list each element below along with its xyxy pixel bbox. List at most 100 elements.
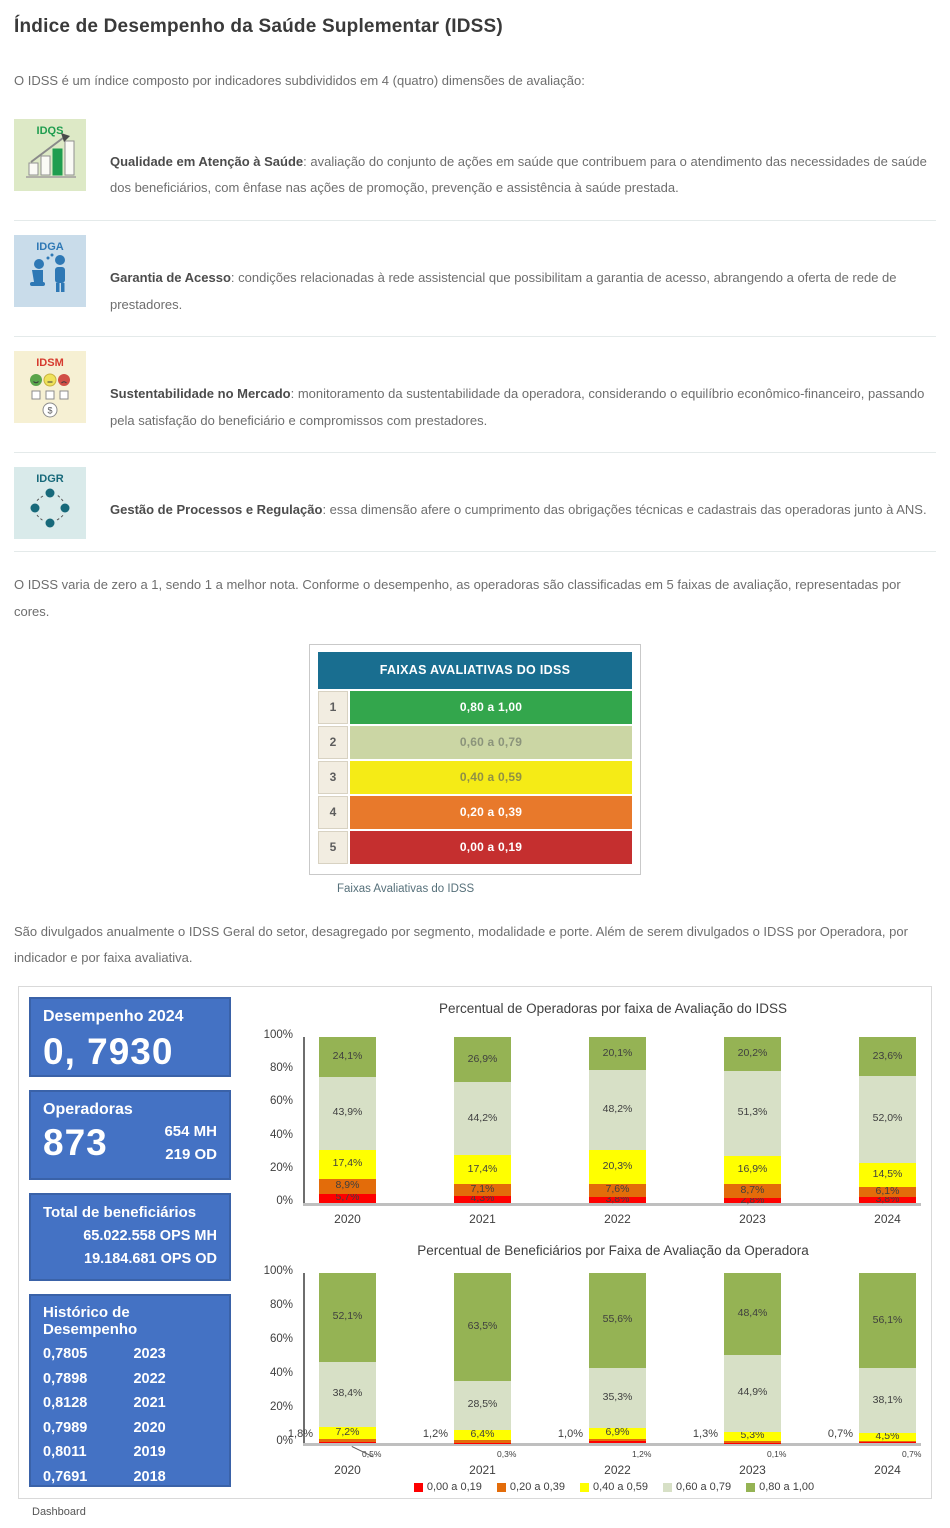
bar-segment-label: 26,9% bbox=[454, 1053, 511, 1065]
bar-segment-label: 24,1% bbox=[319, 1050, 376, 1062]
bar-segment-label: 17,4% bbox=[319, 1157, 376, 1169]
dimension-term: Gestão de Processos e Regulação bbox=[110, 502, 322, 517]
card-beneficiarios: Total de beneficiários 65.022.558 OPS MH… bbox=[29, 1193, 231, 1281]
dimension-description: Garantia de Acesso: condições relacionad… bbox=[110, 265, 930, 318]
bar-segment bbox=[454, 1443, 511, 1444]
legend-item: 0,80 a 1,00 bbox=[746, 1481, 814, 1493]
dimension-description: Gestão de Processos e Regulação: essa di… bbox=[110, 497, 927, 524]
bar-segment-label: 1,2% bbox=[402, 1428, 448, 1440]
legend-swatch bbox=[580, 1483, 589, 1492]
table-row: 3 0,40 a 0,59 bbox=[318, 761, 632, 794]
idqs-bar-chart-growth-icon: IDQS bbox=[14, 119, 86, 191]
dimension-idgr: IDGR Gestão de Processos e Reg bbox=[14, 453, 936, 552]
faixa-range: 0,80 a 1,00 bbox=[350, 691, 632, 724]
bar-segment-label: 28,5% bbox=[454, 1398, 511, 1410]
bar-segment-label: 55,6% bbox=[589, 1313, 646, 1325]
faixa-range: 0,60 a 0,79 bbox=[350, 726, 632, 759]
bar-segment-label: 52,0% bbox=[859, 1112, 916, 1124]
legend-label: 0,80 a 1,00 bbox=[759, 1481, 814, 1493]
bar-segment bbox=[454, 1440, 511, 1442]
bar-segment-label: 8,7% bbox=[724, 1184, 781, 1196]
legend-swatch bbox=[746, 1483, 755, 1492]
legend-swatch bbox=[663, 1483, 672, 1492]
chart-beneficiarios-por-faixa: Percentual de Beneficiários por Faixa de… bbox=[241, 1243, 925, 1497]
legend-swatch bbox=[414, 1483, 423, 1492]
beneficiarios-mh: 65.022.558 OPS MH bbox=[43, 1228, 217, 1244]
faixa-range: 0,40 a 0,59 bbox=[350, 761, 632, 794]
card-title: Desempenho 2024 bbox=[43, 1008, 217, 1026]
legend-label: 0,60 a 0,79 bbox=[676, 1481, 731, 1493]
callout-label: 0,3% bbox=[497, 1449, 516, 1459]
card-title: Total de beneficiários bbox=[43, 1204, 217, 1221]
card-desempenho: Desempenho 2024 0, 7930 bbox=[29, 997, 231, 1077]
y-tick-label: 20% bbox=[241, 1401, 293, 1413]
desempenho-value: 0, 7930 bbox=[43, 1032, 217, 1073]
idgr-process-cycle-icon: IDGR bbox=[14, 467, 86, 539]
bar-segment-label: 7,1% bbox=[454, 1183, 511, 1195]
bar-segment-label: 1,3% bbox=[672, 1428, 718, 1440]
y-tick-label: 0% bbox=[241, 1195, 293, 1207]
dimension-idga: IDGA Garantia de Acesso: condições relac… bbox=[14, 221, 936, 337]
legend-item: 0,00 a 0,19 bbox=[414, 1481, 482, 1493]
bar-segment-label: 0,7% bbox=[807, 1428, 853, 1440]
page-title: Índice de Desempenho da Saúde Suplementa… bbox=[14, 16, 936, 38]
svg-text:IDSM: IDSM bbox=[36, 357, 64, 369]
dimension-description: Sustentabilidade no Mercado: monitoramen… bbox=[110, 381, 930, 434]
dimension-idqs: IDQS Qualidade em Atenção à Saúde: avali… bbox=[14, 113, 936, 221]
card-operadoras: Operadoras 873 654 MH 219 OD bbox=[29, 1090, 231, 1180]
operadoras-mh: 654 MH bbox=[164, 1121, 217, 1144]
divulgacao-paragraph: São divulgados anualmente o IDSS Geral d… bbox=[14, 919, 936, 972]
dashboard: Desempenho 2024 0, 7930 Operadoras 873 6… bbox=[18, 986, 932, 1499]
bar-segment-label: 14,5% bbox=[859, 1168, 916, 1180]
faixa-range: 0,00 a 0,19 bbox=[350, 831, 632, 864]
intro-paragraph: O IDSS é um índice composto por indicado… bbox=[14, 68, 936, 95]
bar-segment-label: 20,3% bbox=[589, 1160, 646, 1172]
bar-segment-label: 63,5% bbox=[454, 1320, 511, 1332]
y-tick-label: 40% bbox=[241, 1129, 293, 1141]
faixa-rank: 4 bbox=[318, 796, 348, 829]
table-row: 2 0,60 a 0,79 bbox=[318, 726, 632, 759]
beneficiarios-od: 19.184.681 OPS OD bbox=[43, 1251, 217, 1267]
legend-label: 0,40 a 0,59 bbox=[593, 1481, 648, 1493]
bar-segment-label: 7,6% bbox=[589, 1183, 646, 1195]
bar-segment-label: 23,6% bbox=[859, 1050, 916, 1062]
callout-label: 0,5% bbox=[362, 1449, 381, 1459]
faixas-table: FAIXAS AVALIATIVAS DO IDSS 1 0,80 a 1,00… bbox=[309, 644, 641, 875]
x-tick-label: 2021 bbox=[453, 1463, 513, 1477]
x-tick-label: 2024 bbox=[858, 1463, 918, 1477]
faixa-rank: 3 bbox=[318, 761, 348, 794]
y-tick-label: 100% bbox=[241, 1265, 293, 1277]
y-tick-label: 80% bbox=[241, 1299, 293, 1311]
table-row: 4 0,20 a 0,39 bbox=[318, 796, 632, 829]
bar-segment-label: 17,4% bbox=[454, 1163, 511, 1175]
faixa-range: 0,20 a 0,39 bbox=[350, 796, 632, 829]
bar-segment bbox=[319, 1442, 376, 1443]
operadoras-od: 219 OD bbox=[164, 1144, 217, 1167]
y-tick-label: 60% bbox=[241, 1333, 293, 1345]
bar-segment bbox=[859, 1442, 916, 1443]
x-tick-label: 2020 bbox=[318, 1212, 378, 1226]
bar-segment-label: 6,9% bbox=[589, 1426, 646, 1438]
faixas-caption: Faixas Avaliativas do IDSS bbox=[337, 883, 641, 895]
dimension-idsm: IDSM $ bbox=[14, 337, 936, 453]
bar-segment-label: 52,1% bbox=[319, 1310, 376, 1322]
y-tick-label: 60% bbox=[241, 1095, 293, 1107]
bar-segment-label: 16,9% bbox=[724, 1163, 781, 1175]
dimension-description: Qualidade em Atenção à Saúde: avaliação … bbox=[110, 149, 930, 202]
bar-segment-label: 48,4% bbox=[724, 1307, 781, 1319]
svg-text:$: $ bbox=[47, 406, 52, 416]
bar-segment-label: 48,2% bbox=[589, 1103, 646, 1115]
chart-operadoras-por-faixa: Percentual de Operadoras por faixa de Av… bbox=[241, 997, 925, 1243]
dimension-term: Qualidade em Atenção à Saúde bbox=[110, 154, 303, 169]
bar-segment-label: 43,9% bbox=[319, 1106, 376, 1118]
operadoras-breakdown: 654 MH 219 OD bbox=[164, 1121, 217, 1166]
x-tick-label: 2024 bbox=[858, 1212, 918, 1226]
y-tick-label: 100% bbox=[241, 1029, 293, 1041]
chart-title: Percentual de Beneficiários por Faixa de… bbox=[301, 1243, 925, 1258]
legend-item: 0,40 a 0,59 bbox=[580, 1481, 648, 1493]
